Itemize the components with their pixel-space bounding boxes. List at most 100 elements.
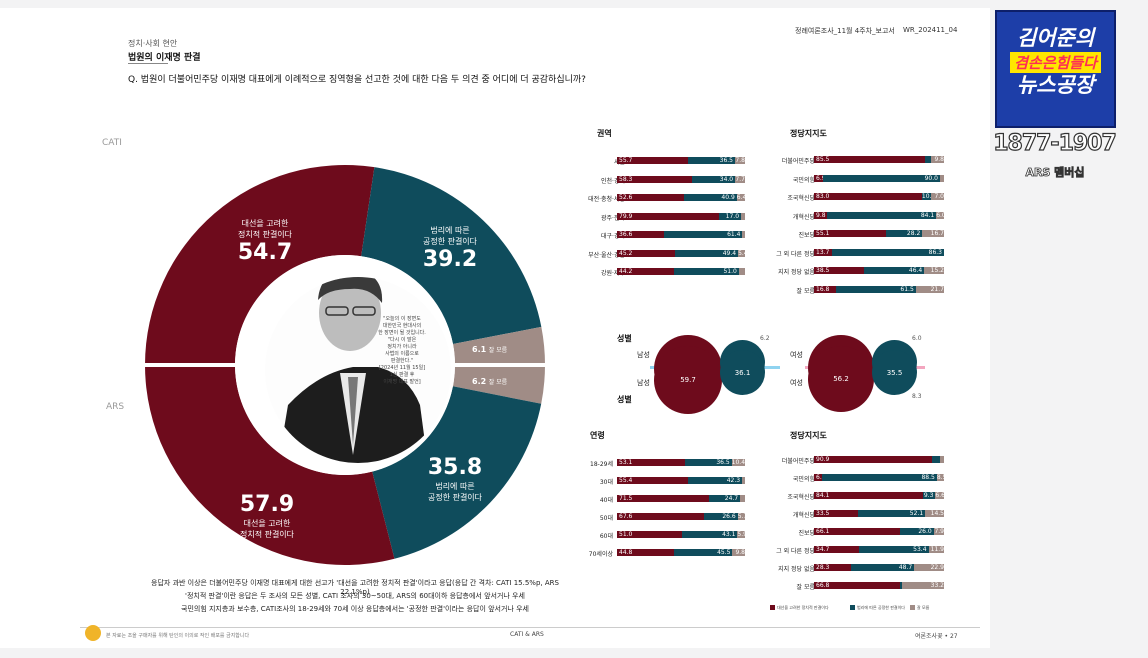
ars-legal-caption: 법리에 따른 공정한 판결이다: [427, 482, 483, 502]
bar-political: 53.1: [617, 459, 685, 466]
bar-dk: 33.2: [901, 582, 944, 589]
cati-dk-label: 6.1 잘 모름: [472, 345, 507, 354]
bar-political: 52.6: [617, 194, 685, 201]
bar-dk: 15.2: [924, 267, 944, 274]
bar-category-label: 인천·경기: [601, 177, 625, 185]
legend-swatch-legal: [850, 605, 855, 610]
bar-dk: 7.9: [933, 528, 944, 535]
ars-political-caption: 대선을 고려한 정치적 판결이다: [239, 519, 295, 539]
report-title: 정례여론조사_11월 4주차_보고서: [795, 27, 895, 35]
panel-title: 정당지지도: [790, 129, 827, 138]
gender-title-bottom: 성별: [617, 395, 632, 404]
phone-number: 1877-1907: [993, 130, 1118, 156]
cati-political-caption: 대선을 고려한 정치적 판결이다: [237, 219, 293, 239]
bar-dk: 5.4: [738, 249, 745, 257]
footer-disclaimer: 본 자료는 조을 구매자를 위해 탄인의 이의로 작인 배포를 금지합니다: [106, 633, 250, 639]
bar-row: 44.8 45.5 9.8: [617, 549, 745, 556]
gender-male-dk: 6.2: [760, 335, 770, 342]
note-1: 응답자 과반 이상은 더불어민주당 이재명 대표에게 대한 선고가 '대선을 고…: [151, 579, 559, 596]
bar-dk: 7.7: [735, 175, 745, 183]
quote-line: "오늘의 이 장면도: [383, 316, 421, 322]
bar-dk: 6.6: [935, 492, 944, 499]
bar-dk: 7.0: [930, 193, 944, 200]
bar-category-label: 국민의힘: [792, 476, 815, 483]
bar-row: 55.4 42.3: [617, 477, 745, 484]
ars-legal-label: 35.8 법리에 따른 공정한 판결이다: [410, 455, 500, 503]
bar-legal: 9.3: [923, 492, 936, 499]
bar-category-label: 70세이상: [588, 551, 613, 558]
cati-political-label: 대선을 고려한 정치적 판결이다 54.7: [220, 218, 310, 266]
ars-political-slice: [145, 365, 395, 565]
bar-legal: 46.4: [864, 267, 925, 274]
ars-political-value: 57.9: [239, 492, 295, 517]
bar-legal: 36.5: [684, 459, 732, 466]
bar-category-label: 대전·충청·세종: [588, 196, 625, 203]
bar-legal: 45.5: [674, 549, 733, 556]
bar-dk: [742, 231, 745, 238]
ars-membership: ARS 멤버십: [1025, 166, 1085, 180]
bar-political: 44.8: [617, 549, 675, 556]
bar-dk: [741, 212, 745, 220]
ars-political-label: 57.9 대선을 고려한 정치적 판결이다: [222, 492, 312, 540]
gender-female-label-cati: 여성: [790, 351, 803, 359]
bar-legal: 42.3: [687, 477, 743, 484]
bar-row: 51.043.15.9: [617, 531, 745, 538]
bar-political: 6.9: [814, 174, 823, 182]
bar-dk: 11.9: [928, 546, 944, 553]
bar-category-label: 잘 모름: [796, 287, 815, 295]
bar-political: 16.8: [814, 285, 836, 293]
quote-line: 한 장면이 될 것입니다.: [378, 330, 426, 336]
bar-row: 13.7 86.3: [814, 248, 944, 256]
bar-legal: 88.5: [821, 474, 937, 481]
ars-dk-value: 6.2: [472, 377, 487, 386]
bar-row: 38.5 46.4 15.2: [814, 267, 944, 274]
bar-political: 84.1: [814, 492, 924, 499]
note-2: '정치적 판결'이란 응답은 두 조사의 모든 성별, CATI 조사의 30~…: [185, 592, 525, 600]
bar-legal: 40.9: [684, 194, 737, 201]
bar-dk: [940, 456, 944, 463]
ars-legal-slice: [372, 386, 542, 559]
bar-category-label: 개혁신당: [792, 213, 815, 221]
bar-legal: 90.0: [822, 174, 940, 182]
bar-dk: 7.8: [735, 157, 745, 164]
bar-category-label: 진보당: [798, 232, 815, 239]
bar-category-label: 국민의힘: [792, 176, 815, 184]
channel-logo: 김어준의 겸손은힘들다 뉴스공장: [995, 10, 1116, 128]
bar-dk: [742, 477, 745, 484]
bar-legal: 43.1: [682, 531, 738, 538]
bar-category-label: 18-29세: [590, 461, 613, 468]
portrait-image: [265, 277, 451, 463]
quote-line: "다시 이 말은: [387, 337, 417, 343]
bar-category-label: 광주·전라: [601, 214, 625, 222]
bar-legal: 26.6: [703, 513, 738, 520]
bar-category-label: 강원·제주: [601, 270, 625, 277]
bar-political: 85.5: [814, 156, 926, 163]
bar-political: 33.5: [814, 510, 858, 517]
bar-legal: [932, 456, 941, 463]
report-code: WR_202411_04: [903, 26, 958, 34]
bar-dk: 22.9: [914, 564, 944, 571]
bar-category-label: 그 외 다른 정당: [776, 548, 815, 555]
bar-political: 55.7: [617, 157, 689, 164]
title-underline: [128, 63, 168, 64]
gender-title-top: 성별: [617, 334, 632, 343]
bar-category-label: 부산·울산·경남: [588, 251, 625, 259]
bar-row: 85.5 9.8: [814, 156, 944, 163]
bar-political: 90.9: [814, 456, 933, 463]
footer-rule: [80, 627, 980, 628]
cati-label: CATI: [102, 138, 122, 148]
quote-line: 사법의 이름으로: [385, 351, 419, 357]
logo-line1: 김어준의: [1016, 26, 1095, 50]
bar-political: 79.9: [617, 212, 720, 220]
female-ars-legal: 35.5: [872, 350, 917, 395]
bar-political: 66.8: [814, 582, 900, 589]
bar-row: 16.8 61.5 21.7: [814, 285, 944, 293]
ars-label: ARS: [106, 402, 125, 412]
panel-title: 연령: [590, 431, 605, 440]
logo-line3: 뉴스공장: [1016, 73, 1095, 97]
bar-political: 58.3: [617, 175, 692, 183]
bar-dk: 14.5: [925, 510, 944, 517]
cati-dk-caption: 잘 모름: [488, 347, 508, 354]
bar-political: 83.0: [814, 193, 922, 200]
ars-legal-value: 35.8: [427, 455, 483, 480]
